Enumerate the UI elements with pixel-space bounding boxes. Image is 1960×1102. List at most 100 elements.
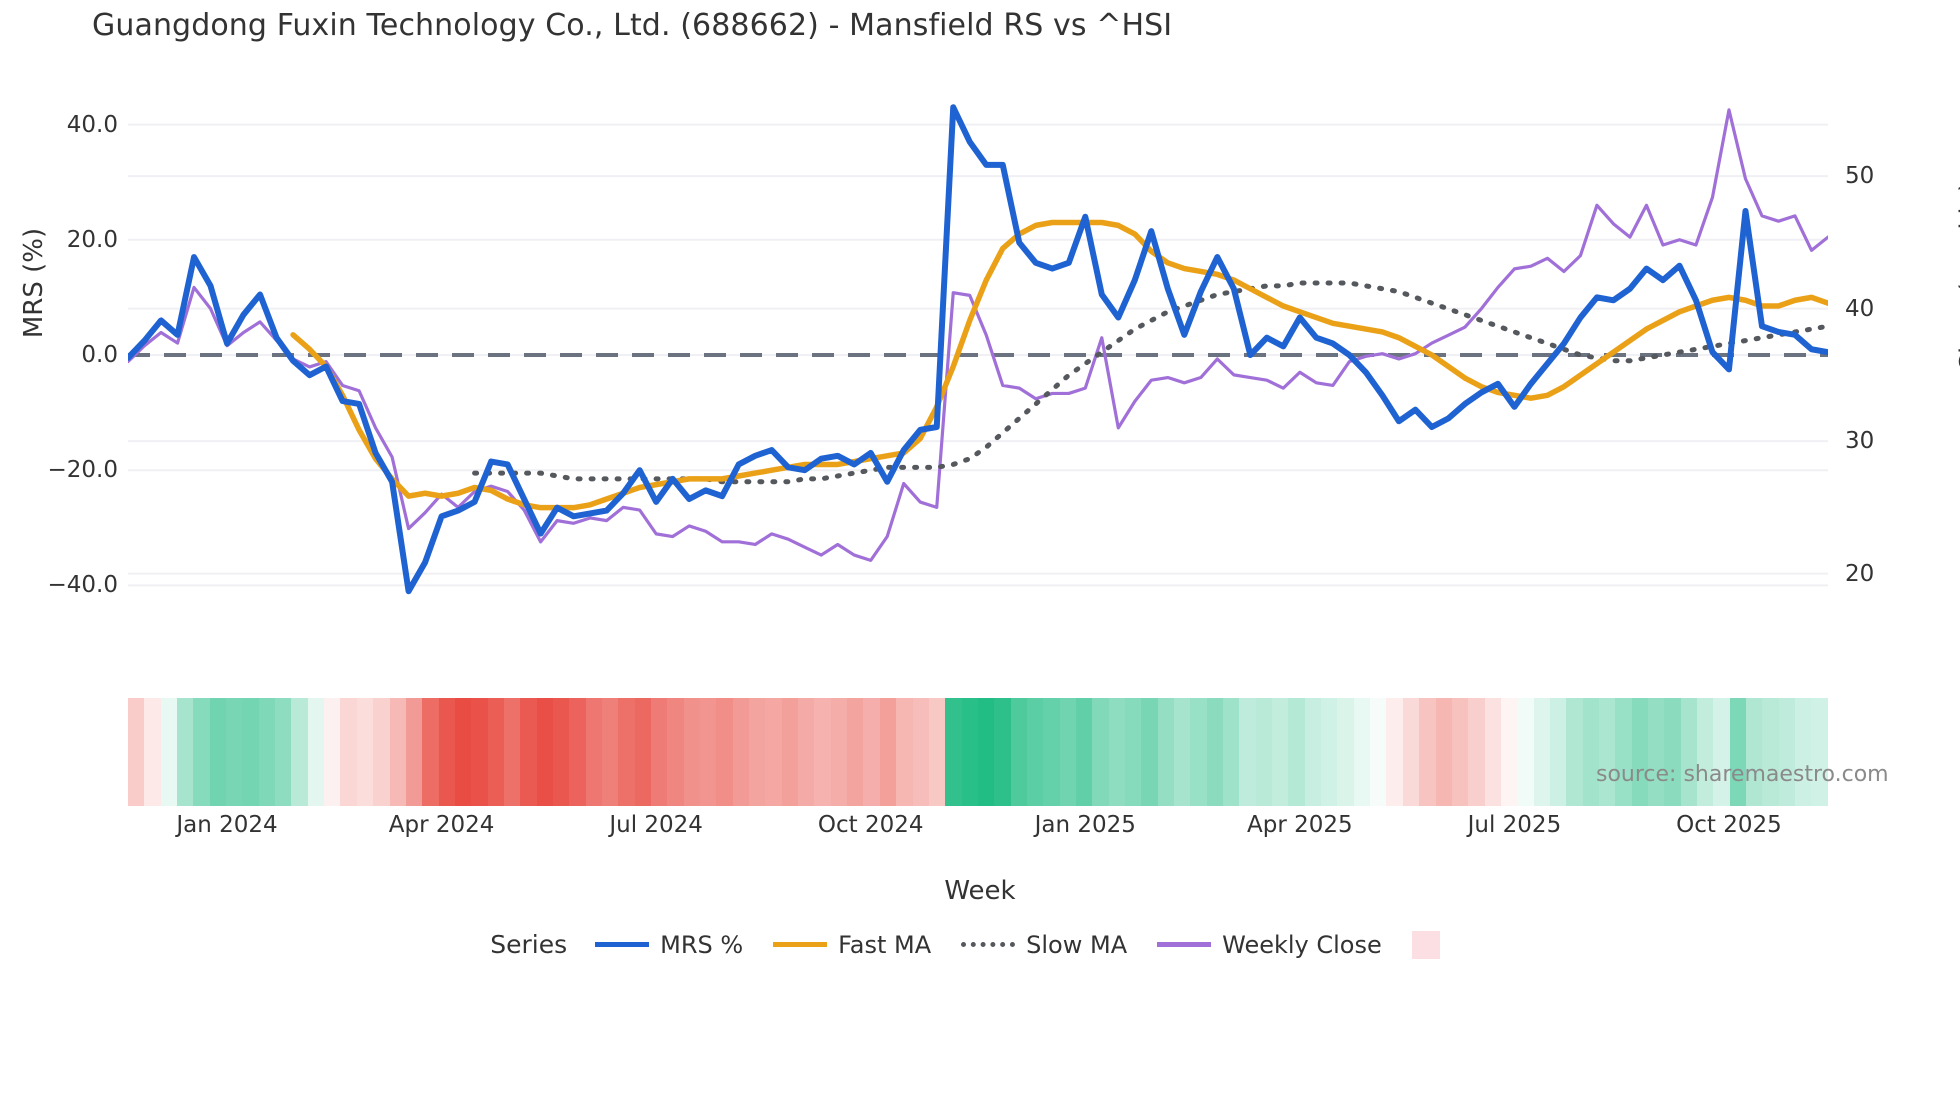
heat-cell <box>144 698 161 806</box>
legend-title: Series <box>490 930 568 959</box>
rs-heat-strip <box>128 698 1828 806</box>
y-tick-right-2: 30 <box>1845 428 1875 455</box>
heat-cell <box>700 698 717 806</box>
heat-cell <box>1108 698 1125 806</box>
heat-cell <box>209 698 227 806</box>
legend-item-label: Weekly Close <box>1222 930 1382 959</box>
heat-cell <box>1419 698 1436 806</box>
heat-cell <box>1092 698 1109 806</box>
heat-cell <box>1762 698 1779 806</box>
heat-cell <box>1370 698 1387 806</box>
chart-legend: Series MRS % Fast MA Slow MA Weekly Close <box>0 930 1960 959</box>
heat-cell <box>814 698 831 806</box>
heat-cell <box>1272 698 1289 806</box>
heat-cell <box>1124 698 1142 806</box>
heat-cell <box>389 698 406 806</box>
heat-cell <box>634 698 651 806</box>
heat-cell <box>438 698 455 806</box>
heat-cell <box>1778 698 1796 806</box>
heat-cell <box>1288 698 1305 806</box>
heat-cell <box>1598 698 1616 806</box>
plot-svg <box>128 104 1828 595</box>
x-tick-3: Oct 2024 <box>817 812 924 838</box>
x-tick-5: Apr 2025 <box>1247 812 1353 838</box>
heat-cell <box>1500 698 1518 806</box>
heat-cell <box>1321 698 1338 806</box>
heat-cell <box>1566 698 1583 806</box>
heat-cell <box>961 698 978 806</box>
heat-cell <box>1582 698 1599 806</box>
plot-area <box>128 90 1828 620</box>
heat-cell <box>1468 698 1485 806</box>
heat-cell <box>487 698 504 806</box>
heat-cell <box>1223 698 1240 806</box>
legend-item-fast-ma[interactable]: Fast MA <box>773 931 931 959</box>
heat-cell <box>994 698 1011 806</box>
heat-cell <box>356 698 374 806</box>
legend-item-mrs[interactable]: MRS % <box>595 931 743 959</box>
heat-cell <box>1141 698 1158 806</box>
heat-cell <box>520 698 537 806</box>
heat-cell <box>193 698 210 806</box>
heat-cell <box>1795 698 1812 806</box>
series-line-mrs <box>128 104 1828 595</box>
legend-item-slow-ma[interactable]: Slow MA <box>961 931 1127 959</box>
heat-cell <box>585 698 602 806</box>
heat-cell <box>945 698 962 806</box>
heat-cell <box>128 698 145 806</box>
heat-cell <box>1190 698 1207 806</box>
y-tick-right-1: 40 <box>1845 295 1875 322</box>
heat-cell <box>1174 698 1191 806</box>
heat-cell <box>1353 698 1371 806</box>
y-tick-right-3: 20 <box>1845 560 1875 587</box>
legend-item-weekly-close[interactable]: Weekly Close <box>1157 931 1382 959</box>
heat-cell <box>340 698 357 806</box>
heat-cell <box>1386 698 1403 806</box>
heat-cell <box>1517 698 1534 806</box>
heat-cell <box>1075 698 1093 806</box>
heat-cell <box>536 698 553 806</box>
heat-cell <box>1059 698 1076 806</box>
heat-cell <box>879 698 897 806</box>
heat-cell <box>977 698 995 806</box>
heat-cell <box>1484 698 1501 806</box>
heat-cell <box>896 698 913 806</box>
legend-color-swatch <box>1411 930 1440 959</box>
x-tick-2: Jul 2024 <box>609 812 703 838</box>
heat-cell <box>863 698 880 806</box>
x-axis-title: Week <box>944 876 1016 906</box>
x-tick-7: Oct 2025 <box>1676 812 1782 838</box>
y-tick-left-1: 20.0 <box>66 226 118 253</box>
heat-cell <box>683 698 701 806</box>
heat-cell <box>651 698 668 806</box>
heat-cell <box>1729 698 1747 806</box>
heat-cell <box>716 698 733 806</box>
source-note: source: sharemaestro.com <box>1596 762 1889 787</box>
heat-cell <box>1549 698 1567 806</box>
heat-cell <box>1647 698 1665 806</box>
legend-item-heat-swatch[interactable] <box>1411 930 1440 959</box>
y-axis-right-title: Close (weekly) <box>1955 181 1960 373</box>
heat-cell <box>765 698 782 806</box>
heat-cell <box>569 698 586 806</box>
legend-line-swatch <box>773 942 828 947</box>
heat-cell <box>1615 698 1632 806</box>
x-tick-1: Apr 2024 <box>388 812 495 838</box>
heat-cell <box>177 698 194 806</box>
heat-cell <box>307 698 325 806</box>
heat-cell <box>1664 698 1681 806</box>
heat-cell <box>1811 698 1828 806</box>
heat-cell <box>732 698 750 806</box>
heat-cell <box>1680 698 1697 806</box>
y-tick-left-4: −40.0 <box>47 572 118 599</box>
heat-cell <box>471 698 488 806</box>
heat-cell <box>667 698 684 806</box>
heat-cell <box>618 698 635 806</box>
heat-cell <box>1304 698 1322 806</box>
heat-cell <box>1010 698 1027 806</box>
legend-line-swatch <box>1157 942 1212 947</box>
heat-cell <box>781 698 799 806</box>
heat-cell <box>1746 698 1763 806</box>
chart-title: Guangdong Fuxin Technology Co., Ltd. (68… <box>92 8 1173 43</box>
